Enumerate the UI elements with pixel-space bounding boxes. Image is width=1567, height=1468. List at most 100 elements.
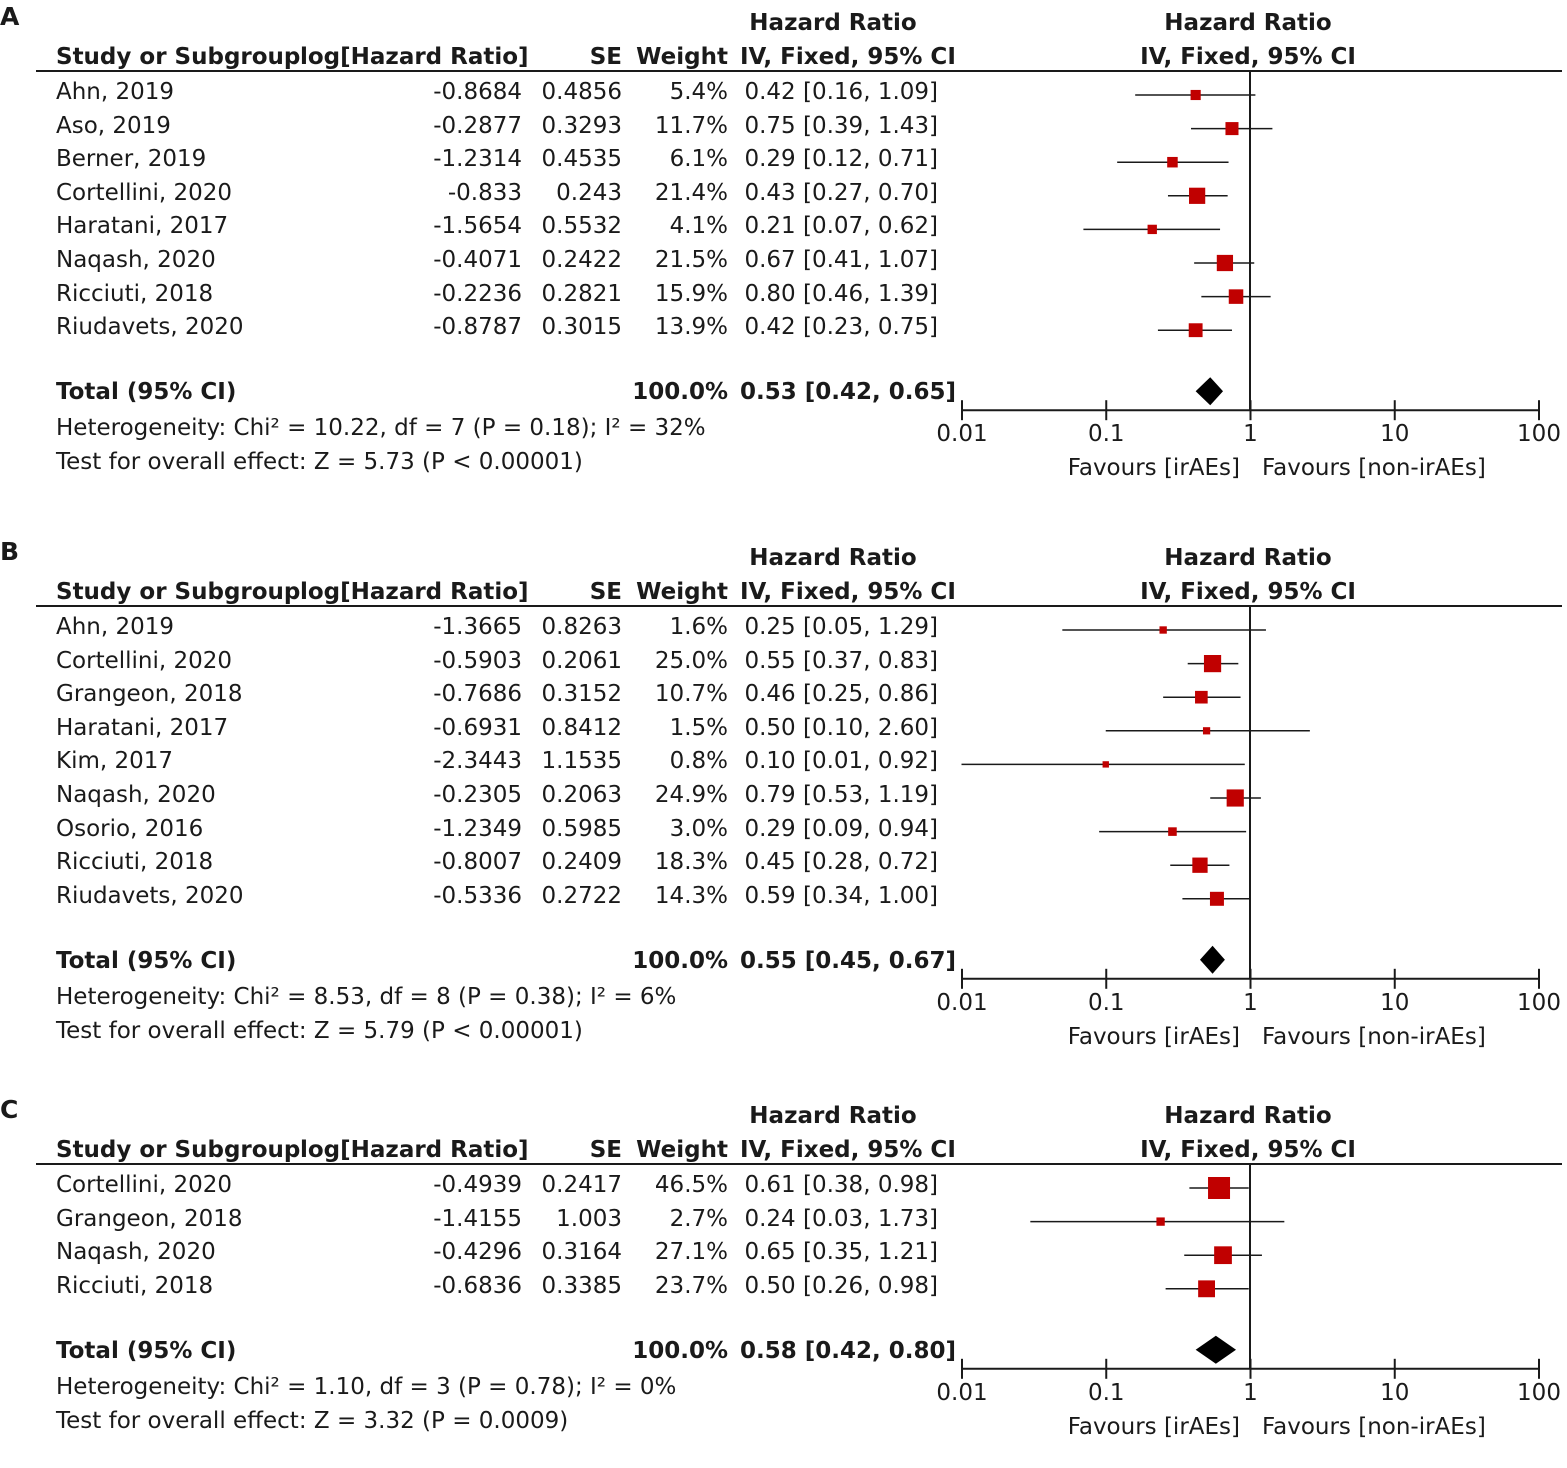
- hr-ci-value: 0.42 [0.23, 0.75]: [744, 314, 938, 341]
- hr-ci-value: 0.75 [0.39, 1.43]: [744, 112, 938, 139]
- hr-ci-value: 0.21 [0.07, 0.62]: [744, 213, 938, 240]
- study-name: Naqash, 2020: [56, 247, 216, 273]
- weight-value: 1.6%: [669, 614, 728, 640]
- se-column-header: SE: [589, 44, 622, 70]
- se-value: 0.2061: [541, 647, 622, 674]
- study-marker: [1214, 1246, 1232, 1265]
- hr-ci-column-header: IV, Fixed, 95% CI: [740, 579, 956, 605]
- header-rule: [36, 70, 1562, 72]
- total-diamond: [1195, 1335, 1237, 1364]
- overall-effect-text: Test for overall effect: Z = 5.79 (P < 0…: [56, 1017, 583, 1044]
- loghr-value: -0.8787: [433, 314, 522, 341]
- loghr-value: -2.3443: [433, 748, 522, 775]
- se-value: 0.3293: [541, 112, 622, 139]
- study-marker: [1189, 187, 1206, 204]
- weight-value: 6.1%: [669, 146, 728, 173]
- study-column-header: Study or Subgroup: [56, 44, 301, 70]
- loghr-value: -0.8007: [433, 849, 522, 876]
- x-tick-label: 0.01: [936, 421, 987, 447]
- hr-ci-value: 0.29 [0.12, 0.71]: [744, 146, 938, 173]
- loghr-value: -0.6931: [433, 714, 522, 741]
- weight-value: 27.1%: [654, 1239, 728, 1266]
- heterogeneity-text: Heterogeneity: Chi² = 10.22, df = 7 (P =…: [56, 415, 706, 442]
- se-value: 0.4856: [541, 79, 622, 105]
- x-tick-label: 100: [1517, 990, 1561, 1016]
- loghr-value: -0.7686: [433, 681, 522, 708]
- weight-value: 5.4%: [669, 79, 728, 105]
- loghr-value: -0.833: [447, 179, 522, 206]
- study-marker: [1208, 1177, 1231, 1199]
- x-tick-label: 0.01: [936, 1380, 987, 1406]
- weight-value: 0.8%: [669, 748, 728, 775]
- forest-plot-svg: 0.01 0.1 1 10 100 Favours [irAEs] Favours [non…: [936, 606, 1561, 1050]
- hr-column-title: Hazard Ratio: [749, 1103, 917, 1129]
- total-hr-ci: 0.53 [0.42, 0.65]: [740, 379, 957, 406]
- forest-plot-svg: 0.01 0.1 1 10 100 Favours [irAEs] Favours [non…: [936, 71, 1561, 481]
- weight-value: 10.7%: [654, 681, 728, 708]
- study-name: Grangeon, 2018: [56, 1205, 243, 1232]
- se-value: 0.3015: [541, 314, 622, 341]
- x-tick-label: 100: [1517, 1380, 1561, 1406]
- favours-left-label: Favours [irAEs]: [1068, 455, 1240, 481]
- study-name: Ricciuti, 2018: [56, 280, 214, 307]
- hr-ci-value: 0.46 [0.25, 0.86]: [744, 681, 938, 708]
- hr-ci-value: 0.25 [0.05, 1.29]: [744, 614, 938, 640]
- loghr-value: -1.5654: [433, 213, 522, 240]
- se-column-header: SE: [589, 1137, 622, 1163]
- x-tick-label: 10: [1380, 990, 1409, 1016]
- se-value: 0.4535: [541, 146, 622, 173]
- hr-ci-value: 0.61 [0.38, 0.98]: [744, 1172, 938, 1198]
- study-marker: [1216, 254, 1234, 272]
- hr-column-title: Hazard Ratio: [749, 10, 917, 36]
- study-marker: [1228, 289, 1244, 304]
- study-name: Riudavets, 2020: [56, 314, 244, 341]
- total-label: Total (95% CI): [56, 1337, 237, 1364]
- weight-value: 18.3%: [654, 849, 728, 876]
- study-marker: [1190, 89, 1201, 101]
- loghr-value: -1.3665: [433, 614, 522, 640]
- study-marker: [1202, 727, 1211, 735]
- study-name: Grangeon, 2018: [56, 681, 243, 708]
- study-name: Berner, 2019: [56, 146, 207, 173]
- total-weight: 100.0%: [632, 1337, 728, 1364]
- total-label: Total (95% CI): [56, 947, 237, 974]
- heterogeneity-text: Heterogeneity: Chi² = 1.10, df = 3 (P = …: [56, 1373, 677, 1400]
- se-value: 0.2063: [541, 782, 622, 808]
- panel-label: A: [0, 2, 20, 31]
- study-marker: [1192, 857, 1208, 873]
- hr-ci-value: 0.29 [0.09, 0.94]: [744, 815, 938, 842]
- forest-plot-svg: 0.01 0.1 1 10 100 Favours [irAEs] Favours [non…: [936, 1164, 1561, 1440]
- loghr-value: -0.8684: [433, 79, 522, 105]
- study-marker: [1159, 626, 1167, 634]
- study-marker: [1203, 655, 1222, 673]
- total-weight: 100.0%: [632, 379, 728, 406]
- weight-column-header: Weight: [636, 579, 728, 605]
- study-marker: [1188, 323, 1203, 338]
- favours-right-label: Favours [non-irAEs]: [1262, 1414, 1486, 1440]
- favours-right-label: Favours [non-irAEs]: [1262, 1024, 1486, 1050]
- weight-value: 4.1%: [669, 213, 728, 240]
- x-tick-label: 1: [1243, 1380, 1258, 1406]
- study-marker: [1102, 761, 1109, 768]
- hr-ci-column-header: IV, Fixed, 95% CI: [740, 44, 956, 70]
- favours-left-label: Favours [irAEs]: [1068, 1414, 1240, 1440]
- plot-ci-column-header: IV, Fixed, 95% CI: [1140, 579, 1356, 605]
- study-marker: [1195, 690, 1208, 704]
- loghr-value: -0.5903: [433, 647, 522, 674]
- weight-value: 23.7%: [654, 1272, 728, 1299]
- total-weight: 100.0%: [632, 947, 728, 974]
- loghr-value: -0.4296: [433, 1239, 522, 1266]
- loghr-value: -0.4939: [433, 1172, 522, 1198]
- loghr-value: -0.2305: [433, 782, 522, 808]
- study-name: Aso, 2019: [56, 112, 171, 139]
- hr-ci-value: 0.59 [0.34, 1.00]: [744, 882, 938, 909]
- favours-right-label: Favours [non-irAEs]: [1262, 455, 1486, 481]
- study-name: Ricciuti, 2018: [56, 849, 214, 876]
- study-name: Haratani, 2017: [56, 714, 229, 741]
- x-tick-label: 10: [1380, 421, 1409, 447]
- se-value: 0.2417: [541, 1172, 622, 1198]
- se-value: 0.3164: [541, 1239, 622, 1266]
- se-value: 0.2422: [541, 247, 622, 273]
- hr-ci-value: 0.50 [0.26, 0.98]: [744, 1272, 938, 1299]
- forest-panel-b: B Hazard Ratio Hazard Ratio Study or Subgro…: [0, 537, 1567, 1050]
